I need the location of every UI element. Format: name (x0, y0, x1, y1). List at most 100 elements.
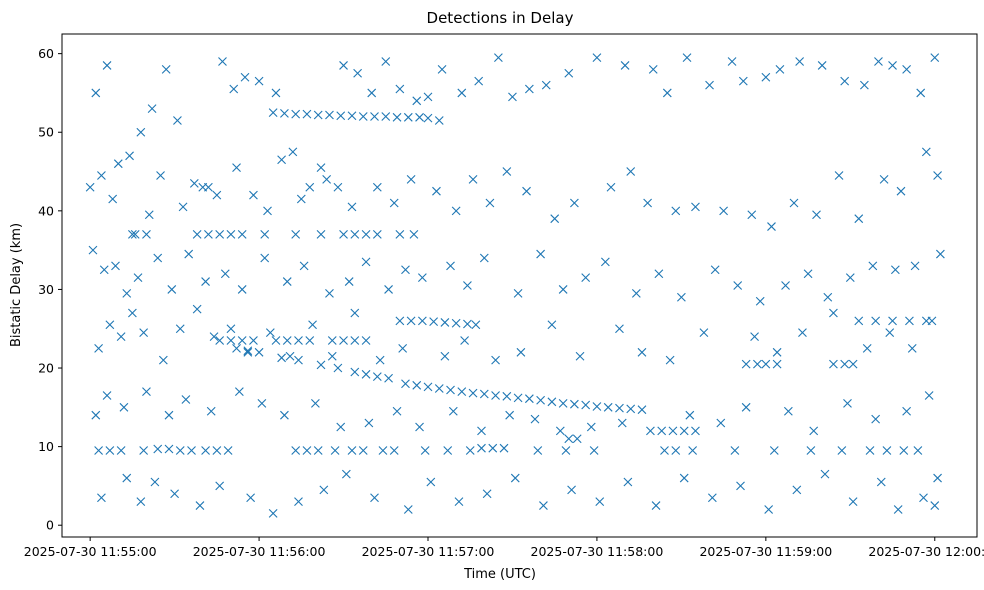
data-point (367, 88, 377, 98)
data-point (175, 324, 185, 334)
x-tick-label: 2025-07-30 11:59:00 (699, 544, 832, 559)
data-point (570, 198, 579, 208)
data-point (136, 127, 146, 137)
data-point (477, 443, 486, 453)
data-point (457, 387, 467, 396)
data-point (347, 202, 357, 212)
data-point (775, 64, 785, 74)
data-point (423, 113, 433, 123)
data-point (668, 426, 678, 436)
data-point (516, 347, 526, 357)
data-point (558, 285, 568, 294)
data-point (606, 182, 616, 192)
data-point (310, 399, 320, 408)
data-point (364, 418, 374, 428)
data-point (339, 61, 348, 70)
data-point (257, 399, 267, 408)
data-point (871, 414, 881, 424)
data-point (302, 446, 312, 455)
data-point (175, 446, 185, 455)
data-point (463, 281, 472, 290)
data-point (581, 273, 591, 283)
data-point (817, 61, 827, 70)
data-point (736, 481, 745, 491)
data-point (592, 402, 602, 411)
data-point (296, 194, 306, 204)
data-point (330, 446, 340, 455)
data-point (215, 481, 225, 491)
data-point (192, 230, 202, 239)
data-point (184, 249, 194, 259)
data-point (772, 359, 782, 369)
data-point (874, 57, 883, 66)
data-point (409, 230, 419, 239)
data-point (930, 501, 940, 510)
data-point (434, 384, 444, 393)
data-point (921, 147, 931, 157)
data-point (772, 347, 782, 357)
data-point (133, 273, 143, 283)
data-point (268, 509, 278, 518)
data-point (671, 206, 681, 216)
data-point (237, 336, 247, 345)
data-point (803, 269, 813, 279)
data-point (316, 230, 326, 239)
data-point (412, 380, 422, 390)
data-point (440, 318, 450, 327)
data-point (533, 446, 543, 455)
data-point (384, 285, 393, 294)
data-point (854, 214, 864, 224)
data-point (313, 446, 323, 455)
x-tick-label: 2025-07-30 12:00:00 (868, 544, 984, 559)
data-point (451, 318, 461, 328)
data-point (254, 76, 264, 86)
data-point (657, 426, 667, 436)
data-point (378, 446, 388, 455)
data-point (325, 288, 334, 298)
data-point (513, 393, 523, 403)
data-point (916, 88, 926, 98)
data-point (85, 182, 95, 192)
data-point (291, 446, 301, 455)
data-point (243, 346, 253, 356)
data-point (294, 497, 303, 507)
data-point (142, 387, 151, 396)
data-point (468, 175, 478, 184)
data-point (215, 336, 225, 345)
x-tick-label: 2025-07-30 11:55:00 (24, 544, 157, 559)
y-tick-label: 60 (38, 46, 54, 61)
data-point (550, 214, 560, 224)
data-point (282, 336, 292, 345)
data-point (885, 328, 895, 338)
data-point (234, 387, 244, 396)
y-tick-label: 30 (38, 282, 54, 297)
data-point (522, 186, 531, 196)
data-point (116, 446, 126, 455)
data-point (122, 288, 132, 298)
y-tick-label: 10 (38, 439, 54, 454)
data-point (781, 281, 790, 290)
data-point (285, 351, 295, 361)
data-point (102, 61, 112, 70)
data-point (403, 505, 413, 514)
data-point (536, 395, 546, 405)
data-point (350, 230, 360, 239)
data-point (662, 88, 672, 98)
data-point (575, 351, 585, 361)
data-point (454, 497, 464, 507)
data-point (288, 147, 298, 157)
x-axis-label: Time (UTC) (463, 567, 536, 582)
data-point (620, 61, 630, 70)
data-point (879, 175, 889, 184)
data-point (232, 163, 241, 172)
data-point (631, 288, 641, 298)
data-point (215, 230, 225, 239)
data-point (738, 76, 748, 86)
data-point (474, 76, 484, 86)
data-point (153, 444, 163, 454)
data-point (206, 406, 216, 416)
data-point (406, 175, 416, 184)
data-point (212, 190, 222, 200)
data-point (691, 202, 700, 212)
data-point (440, 351, 450, 361)
